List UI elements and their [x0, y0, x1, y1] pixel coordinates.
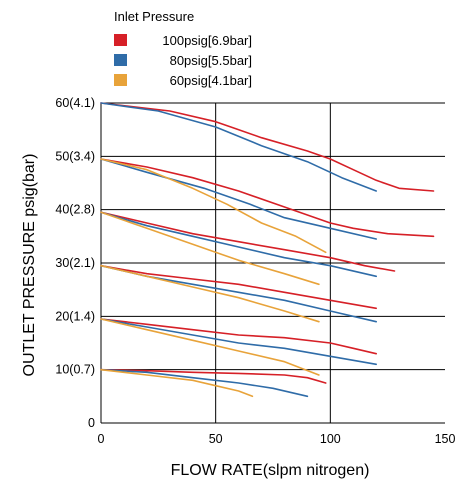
legend-entries: 100psig[6.9bar] 80psig[5.5bar] 60psig[4.1b… — [114, 33, 252, 88]
x-tick-label: 50 — [209, 432, 223, 446]
series-line — [100, 158, 435, 238]
y-tick-label: 0 — [88, 416, 95, 430]
legend-label: 100psig[6.9bar] — [162, 33, 252, 48]
y-tick-label: 60(4.1) — [55, 96, 95, 110]
x-tick-label: 150 — [435, 432, 456, 446]
series-line — [100, 211, 320, 286]
series-line — [100, 368, 254, 398]
legend-swatch — [114, 74, 127, 86]
legend-swatch — [114, 34, 127, 46]
y-tick-labels: 0 10(0.7) 20(1.4) 30(2.1) 40(2.8) 50(3.4) 60(4… — [55, 96, 95, 430]
y-tick-label: 10(0.7) — [55, 363, 95, 377]
legend-label: 60psig[4.1bar] — [170, 73, 252, 88]
x-tick-label: 0 — [98, 432, 105, 446]
series-lines — [100, 102, 435, 398]
series-line — [100, 264, 378, 310]
x-tick-labels: 0 50 100 150 — [98, 432, 456, 446]
series-line — [100, 318, 378, 355]
y-tick-label: 50(3.4) — [55, 149, 95, 163]
y-tick-label: 30(2.1) — [55, 256, 95, 270]
y-tick-label: 40(2.8) — [55, 203, 95, 217]
legend: Inlet Pressure 100psig[6.9bar] 80psig[5.5… — [114, 9, 252, 88]
series-line — [100, 368, 327, 384]
series-line — [100, 318, 320, 376]
y-axis-title: OUTLET PRESSURE psig(bar) — [21, 154, 38, 377]
series-line — [100, 158, 378, 240]
grid — [101, 102, 445, 423]
legend-label: 80psig[5.5bar] — [170, 53, 252, 68]
series-line — [100, 211, 378, 278]
series-line — [100, 318, 378, 366]
series-line — [100, 102, 435, 192]
series-line — [100, 211, 396, 272]
series-line — [100, 264, 378, 323]
x-axis-title: FLOW RATE(slpm nitrogen) — [171, 462, 370, 479]
x-tick-label: 100 — [320, 432, 341, 446]
series-line — [100, 158, 327, 254]
y-tick-label: 20(1.4) — [55, 309, 95, 323]
series-line — [100, 264, 320, 323]
legend-title: Inlet Pressure — [114, 9, 194, 24]
series-line — [100, 102, 378, 192]
series-line — [100, 368, 309, 398]
legend-swatch — [114, 54, 127, 66]
